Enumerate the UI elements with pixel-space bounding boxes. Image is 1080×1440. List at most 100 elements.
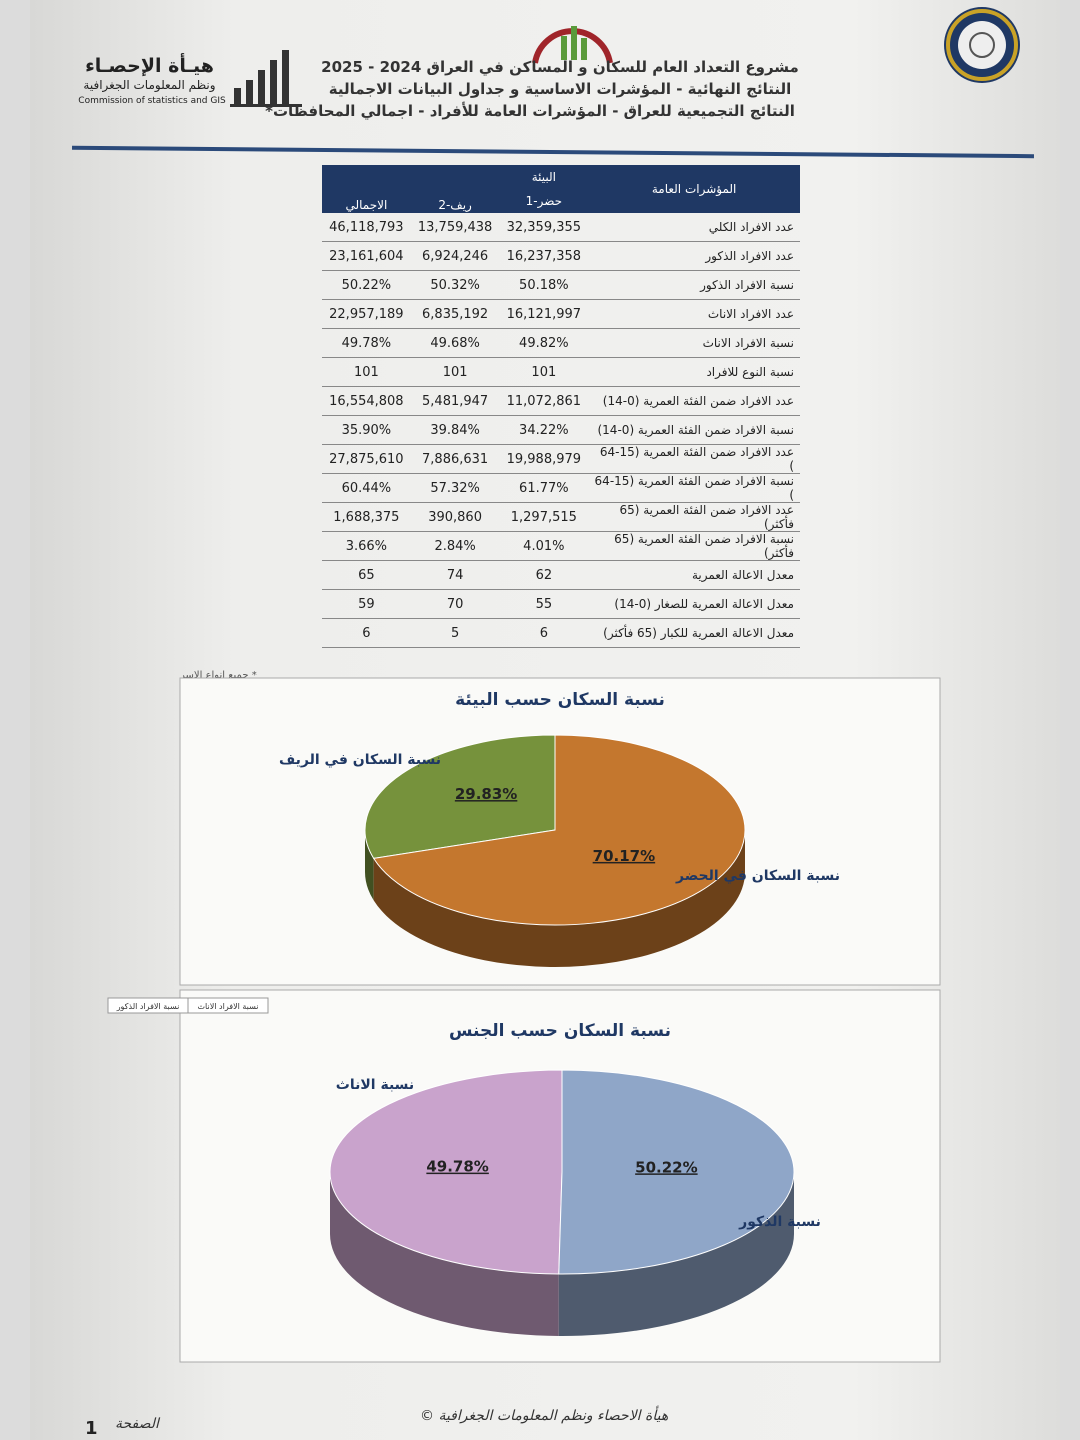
footer-text: هيأة الاحصاء ونظم المعلومات الجغرافية © bbox=[420, 1408, 669, 1424]
table-cell: 16,121,997 bbox=[499, 299, 589, 329]
table-cell: 50.32% bbox=[410, 270, 500, 300]
table-row: 65 74 62 معدل الاعالة العمرية bbox=[322, 560, 800, 590]
pie-slice bbox=[372, 734, 746, 926]
table-row: 16,554,808 5,481,947 11,072,861 عدد الافراد… bbox=[322, 386, 800, 416]
table-cell: 74 bbox=[410, 560, 500, 590]
chart-title: نسبة السكان حسب البيئة bbox=[455, 690, 665, 710]
table-cell: 70 bbox=[410, 589, 500, 619]
table-row: 101 101 101 نسبة النوع للافراد bbox=[322, 357, 800, 387]
table-row: 6 5 6 معدل الاعالة العمرية للكبار (65 فأكثر… bbox=[322, 618, 800, 648]
row-label: عدد الافراد الكلي bbox=[588, 213, 800, 242]
table-cell: 61.77% bbox=[499, 473, 589, 503]
table-cell: 101 bbox=[410, 357, 500, 387]
row-label: عدد الافراد الذكور bbox=[588, 241, 800, 271]
legend-entry: نسبة الافراد الذكور bbox=[116, 1002, 180, 1011]
table-cell: 390,860 bbox=[410, 502, 500, 532]
chart-title: نسبة السكان حسب الجنس bbox=[449, 1021, 671, 1041]
org-name: هيـأة الإحصـاء bbox=[85, 55, 214, 77]
table-cell: 62 bbox=[499, 560, 589, 590]
category-label: نسبة الذكور bbox=[738, 1214, 821, 1230]
pie-slice bbox=[558, 1069, 795, 1275]
table-cell: 60.44% bbox=[322, 473, 411, 503]
table-row: 27,875,610 7,886,631 19,988,979 عدد الافراد… bbox=[322, 444, 800, 474]
title-line: النتائج التجميعية للعراق - المؤشرات العا… bbox=[265, 102, 795, 120]
table-cell: 6 bbox=[499, 618, 589, 648]
table-cell: 3.66% bbox=[322, 531, 411, 561]
logo-census bbox=[532, 26, 613, 64]
table-cell: 27,875,610 bbox=[322, 444, 411, 474]
table-cell: 11,072,861 bbox=[499, 386, 589, 416]
table-cell: 19,988,979 bbox=[499, 444, 589, 474]
legend-entry: نسبة الافراد الاناث bbox=[198, 1002, 259, 1011]
table-cell: 6,835,192 bbox=[410, 299, 500, 329]
row-label: نسبة الافراد الاناث bbox=[588, 328, 800, 358]
slice-side bbox=[373, 830, 745, 967]
value-label: 29.83% bbox=[455, 785, 517, 803]
row-label: عدد الافراد الاناث bbox=[588, 299, 800, 329]
table-cell: 49.82% bbox=[499, 328, 589, 358]
table-cell: 4.01% bbox=[499, 531, 589, 561]
value-label: 49.78% bbox=[426, 1158, 488, 1176]
table-cell: 50.22% bbox=[322, 270, 411, 300]
slice-side bbox=[365, 830, 374, 901]
table-cell: 2.84% bbox=[410, 531, 500, 561]
row-label: نسبة النوع للافراد bbox=[588, 357, 800, 387]
table-cell: 13,759,438 bbox=[410, 213, 500, 242]
org-english: Commission of statistics and GIS bbox=[78, 96, 226, 106]
category-label: نسبة السكان في الحضر bbox=[675, 868, 840, 884]
table-cell: 101 bbox=[322, 357, 411, 387]
row-label: نسبة الافراد ضمن الفئة العمرية (0-14) bbox=[588, 415, 800, 445]
value-label: 70.17% bbox=[593, 847, 655, 865]
org-subname: ونظم المعلومات الجغرافية bbox=[83, 78, 216, 92]
header-urban: 1-حضر bbox=[499, 189, 589, 213]
table-cell: 57.32% bbox=[410, 473, 500, 503]
row-label: عدد الافراد ضمن الفئة العمرية (15-64 ) bbox=[588, 444, 800, 474]
footnote: * جميع انواع الاسر bbox=[180, 670, 257, 681]
table-cell: 35.90% bbox=[322, 415, 411, 445]
category-label: نسبة السكان في الريف bbox=[279, 752, 441, 768]
table-row: 50.22% 50.32% 50.18% نسبة الافراد الذكور bbox=[322, 270, 800, 300]
table-cell: 1,297,515 bbox=[499, 502, 589, 532]
table-cell: 6 bbox=[322, 618, 411, 648]
row-label: نسبة الافراد ضمن الفئة العمرية (15-64 ) bbox=[588, 473, 800, 503]
slice-side bbox=[330, 1172, 559, 1336]
value-label: 50.22% bbox=[635, 1158, 697, 1176]
pie-slice bbox=[364, 734, 556, 859]
row-label: عدد الافراد ضمن الفئة العمرية (65 فأكثر) bbox=[588, 502, 800, 532]
row-label: معدل الاعالة العمرية للصغار (0-14) bbox=[588, 589, 800, 619]
titles: مشروع التعداد العام للسكان و المساكن في … bbox=[265, 58, 820, 120]
table-row: 60.44% 57.32% 61.77% نسبة الافراد ضمن الفئة… bbox=[322, 473, 800, 503]
table-cell: 16,554,808 bbox=[322, 386, 411, 416]
table-cell: 55 bbox=[499, 589, 589, 619]
row-label: معدل الاعالة العمرية للكبار (65 فأكثر) bbox=[588, 618, 800, 648]
row-label: نسبة الافراد ضمن الفئة العمرية (65 فأكثر… bbox=[588, 531, 800, 561]
table-cell: 39.84% bbox=[410, 415, 500, 445]
table-cell: 1,688,375 bbox=[322, 502, 411, 532]
table-cell: 101 bbox=[499, 357, 589, 387]
table-cell: 50.18% bbox=[499, 270, 589, 300]
table-cell: 5,481,947 bbox=[410, 386, 500, 416]
table-body: 46,118,793 13,759,438 32,359,355 عدد الافرا… bbox=[322, 213, 800, 648]
table-row: 35.90% 39.84% 34.22% نسبة الافراد ضمن الفئة… bbox=[322, 415, 800, 445]
table-cell: 49.68% bbox=[410, 328, 500, 358]
table-cell: 16,237,358 bbox=[499, 241, 589, 271]
row-label: عدد الافراد ضمن الفئة العمرية (0-14) bbox=[588, 386, 800, 416]
table-cell: 59 bbox=[322, 589, 411, 619]
indicator-table: الاجمالي 2-ريف البيئة المؤشرات العامة 1-… bbox=[322, 165, 800, 648]
table-cell: 5 bbox=[410, 618, 500, 648]
title-line: مشروع التعداد العام للسكان و المساكن في … bbox=[321, 58, 799, 76]
table-row: 1,688,375 390,860 1,297,515 عدد الافراد ضمن… bbox=[322, 502, 800, 532]
slice-side bbox=[558, 1172, 794, 1336]
header-rural: 2-ريف bbox=[410, 165, 500, 213]
table-cell: 7,886,631 bbox=[410, 444, 500, 474]
table-row: 3.66% 2.84% 4.01% نسبة الافراد ضمن الفئة ال… bbox=[322, 531, 800, 561]
table-cell: 6,924,246 bbox=[410, 241, 500, 271]
table-row: 22,957,189 6,835,192 16,121,997 عدد الافراد… bbox=[322, 299, 800, 329]
title-line: النتائج النهائية - المؤشرات الاساسية و ج… bbox=[328, 80, 792, 98]
table-cell: 46,118,793 bbox=[322, 213, 411, 242]
logo-bars bbox=[230, 50, 302, 107]
table-cell: 65 bbox=[322, 560, 411, 590]
page-label: الصفحة bbox=[115, 1416, 159, 1432]
